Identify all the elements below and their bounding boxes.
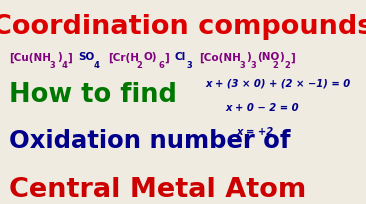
Text: Cl: Cl: [175, 52, 186, 62]
Text: 4: 4: [61, 61, 67, 70]
Text: O): O): [143, 52, 157, 62]
Text: 3: 3: [49, 61, 55, 70]
Text: Oxidation number of: Oxidation number of: [9, 129, 291, 153]
Text: ]: ]: [68, 52, 72, 62]
Text: 2: 2: [136, 61, 142, 70]
Text: ]: ]: [290, 52, 295, 62]
Text: Central Metal Atom: Central Metal Atom: [9, 176, 306, 202]
Text: x + (3 × 0) + (2 × −1) = 0: x + (3 × 0) + (2 × −1) = 0: [205, 78, 350, 88]
Text: ): ): [279, 52, 284, 62]
Text: 2: 2: [284, 61, 290, 70]
Text: Coordination compounds: Coordination compounds: [0, 14, 366, 40]
Text: 3: 3: [239, 61, 245, 70]
Text: How to find: How to find: [9, 82, 177, 108]
Text: 2: 2: [273, 61, 279, 70]
Text: ): ): [246, 52, 251, 62]
Text: 6: 6: [158, 61, 164, 70]
Text: ): ): [57, 52, 61, 62]
Text: 3: 3: [251, 61, 257, 70]
Text: x = +2: x = +2: [236, 127, 273, 136]
Text: x + 0 − 2 = 0: x + 0 − 2 = 0: [225, 102, 299, 112]
Text: (NO: (NO: [257, 52, 279, 62]
Text: SO: SO: [79, 52, 95, 62]
Text: ]: ]: [165, 52, 169, 62]
Text: [Cr(H: [Cr(H: [108, 52, 139, 62]
Text: 4: 4: [93, 61, 99, 70]
Text: 3: 3: [186, 61, 192, 70]
Text: [Co(NH: [Co(NH: [199, 52, 240, 62]
Text: [Cu(NH: [Cu(NH: [9, 52, 51, 62]
